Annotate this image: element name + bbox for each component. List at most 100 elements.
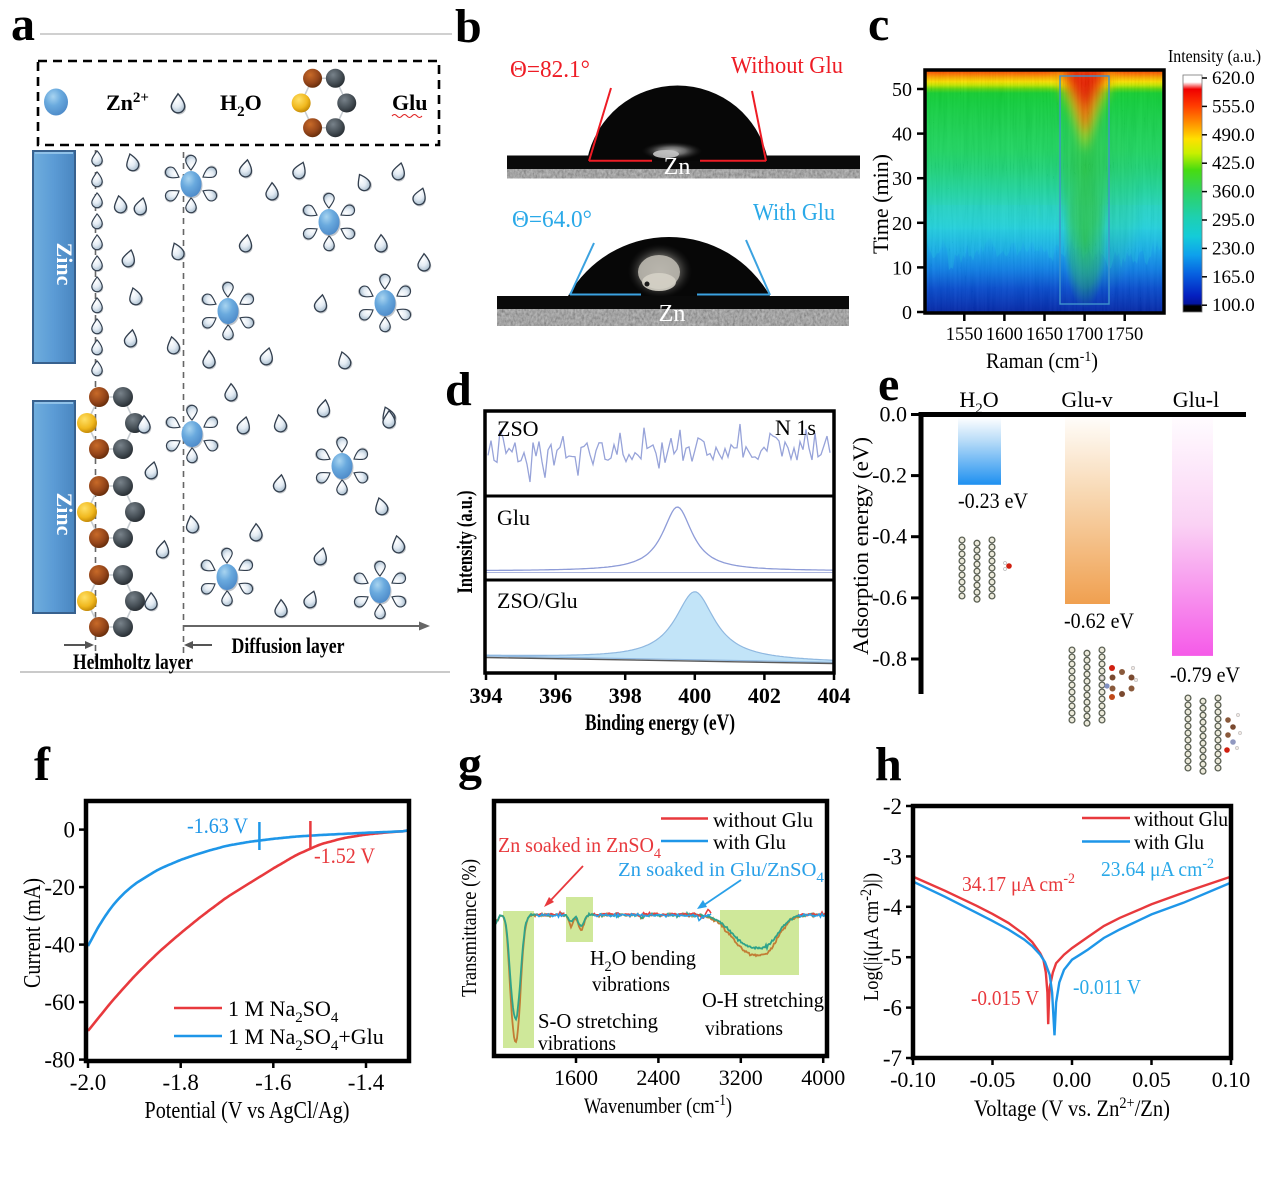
- svg-text:555.0: 555.0: [1212, 96, 1255, 117]
- svg-text:295.0: 295.0: [1212, 210, 1255, 231]
- svg-text:O-H stretching: O-H stretching: [702, 988, 824, 1012]
- svg-text:1550: 1550: [946, 325, 983, 345]
- svg-text:50: 50: [892, 79, 912, 101]
- svg-text:Transmittance (%): Transmittance (%): [457, 859, 481, 997]
- svg-text:Glu: Glu: [392, 90, 427, 115]
- svg-text:402: 402: [748, 683, 781, 708]
- svg-text:0: 0: [902, 302, 912, 324]
- svg-text:165.0: 165.0: [1212, 267, 1255, 288]
- svg-text:-0.05: -0.05: [970, 1067, 1016, 1092]
- svg-text:0.0: 0.0: [880, 402, 908, 427]
- svg-text:Zinc: Zinc: [52, 493, 77, 536]
- svg-text:1650: 1650: [1026, 325, 1063, 345]
- svg-text:Zn: Zn: [659, 301, 686, 327]
- svg-text:c: c: [868, 0, 889, 51]
- svg-text:Intensity (a.u.): Intensity (a.u.): [452, 491, 477, 594]
- svg-text:20: 20: [892, 213, 912, 235]
- svg-text:-0.62 eV: -0.62 eV: [1064, 608, 1134, 633]
- svg-text:-0.10: -0.10: [890, 1067, 936, 1092]
- svg-text:100.0: 100.0: [1212, 295, 1255, 316]
- svg-text:425.0: 425.0: [1212, 153, 1255, 174]
- svg-text:d: d: [445, 363, 472, 416]
- svg-text:without Glu: without Glu: [1134, 807, 1228, 831]
- svg-text:H2O bending: H2O bending: [590, 946, 696, 975]
- svg-text:without Glu: without Glu: [713, 808, 813, 832]
- svg-text:ZSO/Glu: ZSO/Glu: [497, 588, 578, 613]
- svg-text:Θ=64.0°: Θ=64.0°: [512, 207, 592, 233]
- svg-text:394: 394: [470, 683, 503, 708]
- svg-text:Wavenumber (cm-1): Wavenumber (cm-1): [584, 1092, 732, 1118]
- svg-text:-0.015 V: -0.015 V: [971, 986, 1039, 1010]
- svg-text:-3: -3: [883, 844, 902, 869]
- svg-text:0.10: 0.10: [1212, 1067, 1251, 1092]
- svg-text:10: 10: [892, 257, 912, 279]
- svg-text:Current (mA): Current (mA): [20, 878, 46, 988]
- svg-text:Θ=82.1°: Θ=82.1°: [510, 57, 590, 83]
- svg-text:-5: -5: [883, 945, 902, 970]
- svg-text:with Glu: with Glu: [1134, 830, 1204, 854]
- svg-text:Time (min): Time (min): [868, 154, 893, 254]
- svg-text:23.64 μA cm-2: 23.64 μA cm-2: [1101, 856, 1214, 881]
- svg-text:-4: -4: [883, 895, 903, 920]
- svg-text:3200: 3200: [719, 1065, 763, 1090]
- svg-text:404: 404: [818, 683, 851, 708]
- svg-text:-2.0: -2.0: [70, 1070, 106, 1095]
- svg-text:4000: 4000: [801, 1065, 845, 1090]
- svg-text:2400: 2400: [636, 1065, 680, 1090]
- svg-text:398: 398: [609, 683, 642, 708]
- svg-text:230.0: 230.0: [1212, 238, 1255, 259]
- svg-text:-80: -80: [44, 1048, 75, 1073]
- svg-text:-0.6: -0.6: [872, 585, 907, 610]
- svg-text:h: h: [875, 738, 902, 791]
- svg-text:Without Glu: Without Glu: [731, 53, 843, 79]
- svg-text:-60: -60: [44, 990, 75, 1015]
- svg-text:Glu-v: Glu-v: [1061, 387, 1112, 412]
- svg-text:e: e: [878, 358, 899, 411]
- svg-text:f: f: [34, 738, 51, 791]
- svg-text:Diffusion layer: Diffusion layer: [232, 633, 345, 658]
- svg-text:Glu-l: Glu-l: [1173, 387, 1219, 412]
- svg-text:Adsorption energy (eV): Adsorption energy (eV): [848, 437, 873, 655]
- svg-text:Raman (cm-1): Raman (cm-1): [986, 348, 1098, 373]
- svg-text:0.00: 0.00: [1053, 1067, 1092, 1092]
- svg-text:-20: -20: [44, 875, 75, 900]
- svg-text:-0.23 eV: -0.23 eV: [958, 488, 1028, 513]
- svg-text:-40: -40: [44, 933, 75, 958]
- svg-text:1600: 1600: [986, 325, 1023, 345]
- svg-text:Glu: Glu: [497, 505, 530, 530]
- svg-text:620.0: 620.0: [1212, 68, 1255, 89]
- svg-text:a: a: [11, 0, 35, 51]
- svg-text:-0.011 V: -0.011 V: [1073, 975, 1141, 999]
- svg-text:-1.52 V: -1.52 V: [314, 843, 375, 868]
- svg-text:-1.6: -1.6: [255, 1070, 291, 1095]
- svg-text:vibrations: vibrations: [592, 972, 670, 996]
- svg-text:-2: -2: [883, 794, 902, 819]
- svg-text:-1.8: -1.8: [162, 1070, 198, 1095]
- svg-text:1700: 1700: [1066, 325, 1103, 345]
- svg-text:vibrations: vibrations: [538, 1031, 616, 1055]
- svg-text:1600: 1600: [554, 1065, 598, 1090]
- svg-text:g: g: [458, 738, 482, 791]
- svg-text:ZSO: ZSO: [497, 416, 539, 441]
- svg-text:-0.79 eV: -0.79 eV: [1170, 662, 1240, 687]
- svg-text:Binding energy (eV): Binding energy (eV): [585, 710, 735, 735]
- svg-text:490.0: 490.0: [1212, 125, 1255, 146]
- svg-text:400: 400: [678, 683, 711, 708]
- svg-text:Zinc: Zinc: [52, 243, 77, 286]
- svg-text:-0.8: -0.8: [872, 646, 907, 671]
- svg-text:-0.4: -0.4: [872, 524, 907, 549]
- svg-text:vibrations: vibrations: [705, 1016, 783, 1040]
- svg-text:Zn: Zn: [664, 154, 691, 180]
- svg-text:N 1s: N 1s: [775, 415, 816, 440]
- svg-text:34.17 μA cm-2: 34.17 μA cm-2: [962, 871, 1075, 896]
- svg-text:30: 30: [892, 168, 912, 190]
- svg-text:Intensity (a.u.): Intensity (a.u.): [1168, 46, 1261, 67]
- svg-text:-6: -6: [883, 996, 902, 1021]
- svg-text:-1.4: -1.4: [348, 1070, 385, 1095]
- svg-text:With Glu: With Glu: [753, 200, 835, 226]
- svg-text:396: 396: [539, 683, 572, 708]
- svg-text:with Glu: with Glu: [713, 830, 786, 854]
- svg-text:0.05: 0.05: [1132, 1067, 1171, 1092]
- svg-text:0: 0: [64, 818, 76, 843]
- svg-text:Voltage (V vs. Zn2+/Zn): Voltage (V vs. Zn2+/Zn): [974, 1095, 1170, 1121]
